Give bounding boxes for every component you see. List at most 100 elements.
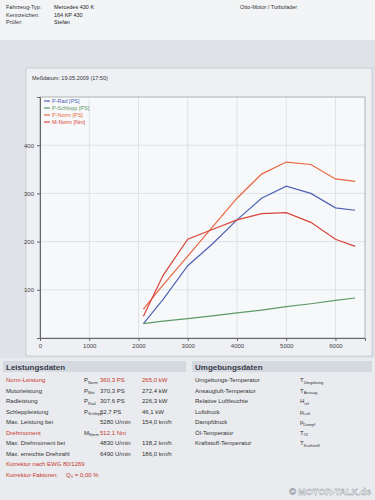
symbol: Hrel bbox=[300, 398, 309, 406]
row-value: 226,3 kW bbox=[142, 398, 168, 404]
row-value: 4830 U/min bbox=[100, 440, 131, 446]
symbol: PMot bbox=[84, 388, 96, 396]
tick-label: 0 bbox=[39, 343, 43, 349]
row-value: 512,1 Nm bbox=[100, 430, 126, 436]
row-value: 46,1 kW bbox=[142, 409, 164, 415]
table-panel bbox=[0, 358, 375, 500]
tick-label: 6000 bbox=[329, 343, 343, 349]
tick-mark bbox=[89, 338, 90, 341]
row-label: Korrektur nach EWG 80/1269 bbox=[6, 461, 85, 467]
field-value: Stefan bbox=[54, 19, 70, 25]
row-value: 370,3 PS bbox=[100, 388, 125, 394]
table-title: Umgebungsdaten bbox=[195, 363, 263, 372]
symbol: PRad bbox=[84, 398, 95, 406]
tick-label: 4000 bbox=[231, 343, 245, 349]
field-value: 164 KP 430 bbox=[54, 12, 83, 18]
grid-line bbox=[335, 97, 336, 338]
page: Fahrzeug-Typ:Mercedes 430 KKennzeichen:1… bbox=[0, 0, 375, 500]
series-line bbox=[143, 162, 355, 309]
row-value: 154,0 km/h bbox=[142, 419, 172, 425]
tick-label: 3000 bbox=[182, 343, 196, 349]
symbol-sub: Kraftstoff bbox=[304, 443, 321, 448]
table-header-bar bbox=[3, 361, 186, 372]
tick: 2000 bbox=[132, 338, 146, 349]
legend: P-Rad [PS]P-Schlepp [PS]P-Norm [PS]M-Nor… bbox=[44, 98, 90, 125]
plot-area bbox=[40, 97, 365, 338]
legend-swatch bbox=[44, 121, 50, 122]
legend-label: P-Norm [PS] bbox=[52, 112, 83, 118]
row-value: 360,3 PS bbox=[100, 377, 125, 383]
table-title: Leistungsdaten bbox=[6, 363, 65, 372]
tick-mark bbox=[37, 242, 40, 243]
row-value: 5280 U/min bbox=[100, 419, 131, 425]
tick-label: 100 bbox=[24, 287, 35, 293]
tick: 200 bbox=[24, 239, 40, 245]
symbol-sub: Öl bbox=[304, 432, 308, 437]
grid bbox=[40, 97, 365, 338]
tick: 0 bbox=[39, 338, 43, 349]
y-axis: 100200300400 bbox=[24, 98, 41, 339]
symbol-sub: Luft bbox=[303, 411, 311, 416]
tick-mark bbox=[37, 290, 40, 291]
row-label: Max. Drehmoment bei bbox=[6, 440, 65, 446]
tick-mark bbox=[37, 193, 40, 194]
tick: 1000 bbox=[83, 338, 97, 349]
chart-panel bbox=[26, 68, 372, 356]
row-label: Öl-Temperatur bbox=[195, 430, 233, 436]
tick-label: 2000 bbox=[132, 343, 146, 349]
grid-line bbox=[89, 97, 90, 338]
field-label: Kennzeichen: bbox=[6, 12, 40, 18]
axis-line bbox=[41, 339, 366, 342]
watermark: © MOTOR-TALK.de bbox=[289, 487, 371, 497]
legend-label: P-Rad [PS] bbox=[52, 98, 80, 104]
row-label: Schleppleistung bbox=[6, 409, 48, 415]
background bbox=[0, 0, 375, 500]
axis-line bbox=[37, 98, 41, 339]
legend-label: P-Schlepp [PS] bbox=[52, 105, 90, 111]
symbol-sub: Norm bbox=[88, 380, 98, 385]
symbol: TAnsaug bbox=[300, 388, 317, 396]
plot-marks bbox=[143, 162, 355, 323]
symbol: PNorm bbox=[84, 377, 98, 385]
row-label: Korrektur-Faktoren: bbox=[6, 472, 58, 478]
row-value: 138,2 km/h bbox=[142, 440, 172, 446]
row-label: Drehmoment bbox=[6, 430, 41, 436]
performance-table: LeistungsdatenNorm-LeistungPNorm360,3 PS… bbox=[3, 361, 186, 478]
symbol-sub: Umgebung bbox=[304, 380, 324, 385]
grid-line bbox=[286, 97, 287, 338]
header-box bbox=[0, 0, 375, 40]
row-label: Motorleistung bbox=[6, 388, 42, 394]
series-line bbox=[143, 298, 355, 324]
row-label: Ansaugluft-Temperatur bbox=[195, 388, 256, 394]
row-value: 62,7 PS bbox=[100, 409, 121, 415]
series-line bbox=[143, 213, 355, 317]
tick: 400 bbox=[24, 143, 40, 149]
tick-label: 5000 bbox=[280, 343, 294, 349]
row-value: Q₀ = 0,00 % bbox=[66, 472, 99, 478]
tick-mark bbox=[237, 338, 238, 341]
symbol-sub: Norm bbox=[89, 432, 99, 437]
row-label: Kraftstoff-Temperatur bbox=[195, 440, 251, 446]
symbol-sub: Dampf bbox=[303, 422, 316, 427]
row-label: Max. erreichte Drehzahl bbox=[6, 451, 70, 457]
legend-label: M-Norm [Nm] bbox=[52, 119, 85, 125]
plot-frame bbox=[40, 97, 365, 338]
tick-mark bbox=[138, 338, 139, 341]
row-label: Luftdruck bbox=[195, 409, 221, 415]
legend-swatch bbox=[44, 114, 50, 115]
environment-table: UmgebungsdatenUmgebungs-TemperaturTUmgeb… bbox=[192, 361, 372, 448]
tick-mark bbox=[286, 338, 287, 341]
row-label: Radleistung bbox=[6, 398, 38, 404]
grid-line bbox=[138, 97, 139, 338]
symbol: TÖl bbox=[300, 430, 308, 438]
tick: 3000 bbox=[182, 338, 196, 349]
tick-label: 200 bbox=[24, 239, 35, 245]
row-label: Relative Luftfeuchte bbox=[195, 398, 249, 404]
symbol: TKraftstoff bbox=[300, 440, 320, 448]
tick-mark bbox=[335, 338, 336, 341]
tick-mark bbox=[188, 338, 189, 341]
grid-line bbox=[236, 97, 237, 338]
symbol: pDampf bbox=[300, 419, 316, 427]
tick: 5000 bbox=[280, 338, 294, 349]
row-label: Umgebungs-Temperatur bbox=[195, 377, 260, 383]
